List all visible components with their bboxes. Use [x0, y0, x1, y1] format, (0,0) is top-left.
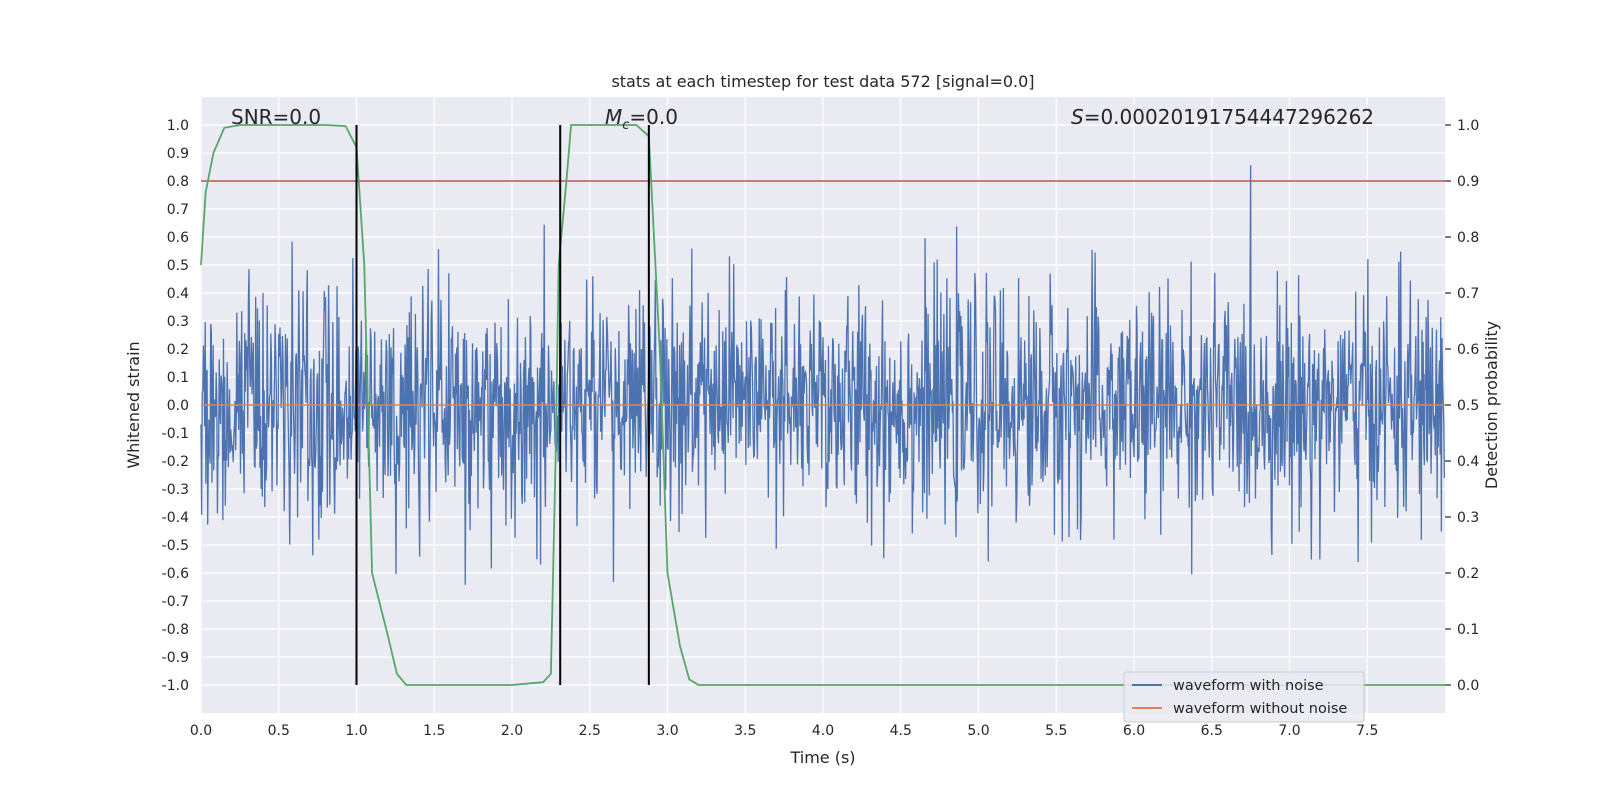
- y2-tick-label: 0.9: [1457, 174, 1479, 190]
- y2-axis-label: Detection probability: [1482, 321, 1501, 489]
- waveform-with-noise-series: [200, 165, 1446, 585]
- s-annotation: S=0.00020191754447296262: [1071, 105, 1374, 129]
- waveform-with-noise-line: [200, 165, 1446, 585]
- y-tick-label: 0.4: [167, 286, 189, 302]
- x-tick-label: 4.0: [812, 723, 834, 739]
- y-tick-label: -1.0: [162, 678, 189, 694]
- x-tick-label: 6.0: [1123, 723, 1145, 739]
- x-tick-label: 2.0: [501, 723, 523, 739]
- x-axis-label: Time (s): [789, 748, 855, 767]
- legend-box: [1123, 671, 1365, 723]
- chirp-mass-annotation: Mc=0.0: [605, 105, 678, 133]
- y-tick-label: 0.1: [167, 370, 189, 386]
- x-tick-label: 1.0: [345, 723, 367, 739]
- y-tick-label: -0.9: [162, 650, 189, 666]
- y2-tick-label: 0.8: [1457, 230, 1479, 246]
- y2-tick-label: 0.6: [1457, 342, 1479, 358]
- x-tick-label: 7.5: [1356, 723, 1378, 739]
- y-tick-label: -0.4: [162, 510, 189, 526]
- x-tick-label: 3.5: [734, 723, 756, 739]
- y2-tick-label: 0.1: [1457, 622, 1479, 638]
- y-tick-label: 1.0: [167, 118, 189, 134]
- y-tick-label: 0.5: [167, 258, 189, 274]
- x-tick-label: 6.5: [1201, 723, 1223, 739]
- y-axis-label: Whitened strain: [124, 341, 143, 468]
- y-tick-label: 0.0: [167, 398, 189, 414]
- y2-tick-label: 1.0: [1457, 118, 1479, 134]
- y2-tick-label: 0.5: [1457, 398, 1479, 414]
- y-tick-label: 0.8: [167, 174, 189, 190]
- y-tick-label: 0.9: [167, 146, 189, 162]
- y2-tick-label: 0.4: [1457, 454, 1479, 470]
- detection-probability-line: [200, 124, 1445, 686]
- x-tick-label: 0.5: [268, 723, 290, 739]
- ticks: 0.0 0.5 1.0 1.5 2.0 2.5 3.0 3.5 4.0 4.5 5.0 5.5 6.0 6…: [162, 118, 1480, 739]
- x-tick-label: 7.0: [1278, 723, 1300, 739]
- y-tick-label: 0.2: [167, 342, 189, 358]
- x-tick-label: 1.5: [423, 723, 445, 739]
- y-tick-label: 0.3: [167, 314, 189, 330]
- y-tick-label: -0.7: [162, 594, 189, 610]
- chart-title: stats at each timestep for test data 572…: [611, 72, 1034, 91]
- x-tick-label: 5.5: [1045, 723, 1067, 739]
- x-tick-label: 4.5: [890, 723, 912, 739]
- y-tick-label: -0.2: [162, 454, 189, 470]
- y2-tick-label: 0.0: [1457, 678, 1479, 694]
- y-tick-label: 0.7: [167, 202, 189, 218]
- x-tick-label: 2.5: [579, 723, 601, 739]
- y-tick-label: -0.1: [162, 426, 189, 442]
- y-tick-label: -0.3: [162, 482, 189, 498]
- y-tick-label: 0.6: [167, 230, 189, 246]
- overlay-lines: [200, 124, 1445, 686]
- snr-annotation: SNR=0.0: [231, 105, 321, 129]
- legend-label-noise: waveform with noise: [1173, 678, 1324, 694]
- y2-tick-label: 0.7: [1457, 286, 1479, 302]
- y2-tick-label: 0.3: [1457, 510, 1479, 526]
- x-tick-label: 0.0: [190, 723, 212, 739]
- x-tick-label: 3.0: [656, 723, 678, 739]
- y2-tick-label: 0.2: [1457, 566, 1479, 582]
- y-tick-label: -0.5: [162, 538, 189, 554]
- legend: waveform with noise waveform without noi…: [1123, 671, 1365, 723]
- y-tick-label: -0.8: [162, 622, 189, 638]
- x-tick-label: 5.0: [967, 723, 989, 739]
- y-tick-label: -0.6: [162, 566, 189, 582]
- legend-label-clean: waveform without noise: [1173, 701, 1347, 717]
